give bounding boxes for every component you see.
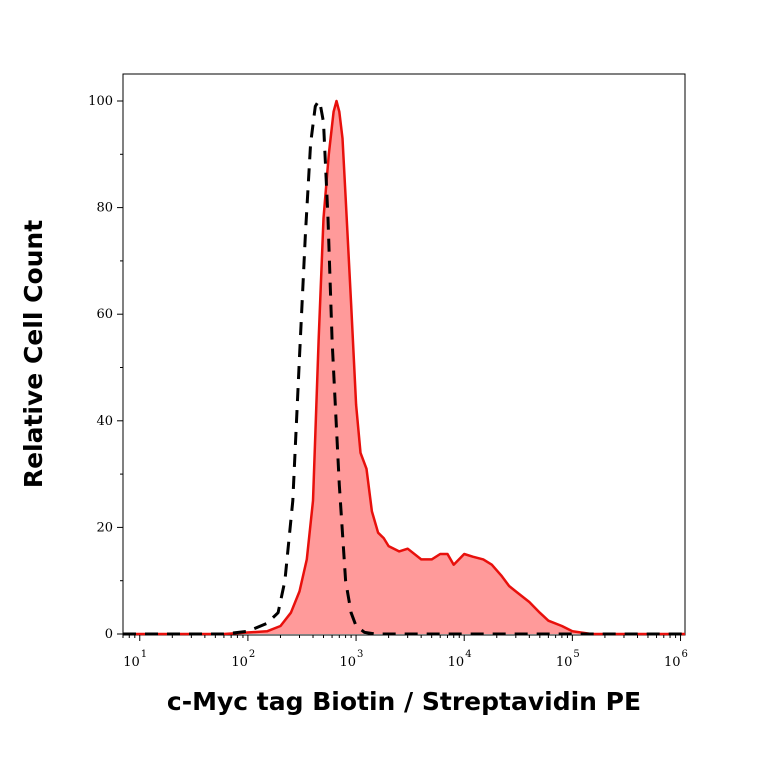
series-0-area [123,101,685,634]
x-axis-title: c-Myc tag Biotin / Streptavidin PE [167,687,641,716]
x-tick-label: 10 [231,655,248,670]
plot-frame [122,73,686,636]
y-axis: 0 20 40 60 80 100 [88,94,123,642]
x-tick-label: 10 [556,655,573,670]
x-tick-label: 10 [340,655,357,670]
y-tick-label: 80 [96,201,113,216]
y-tick-label: 40 [96,414,113,429]
series-1-dashed-line [123,99,685,636]
y-tick-label: 100 [88,94,113,109]
y-tick-label: 60 [96,307,113,322]
x-tick-exponent: 4 [465,649,471,660]
x-tick-exponent: 1 [141,649,147,660]
x-tick-label: 10 [448,655,465,670]
x-tick-exponent: 2 [249,649,255,660]
series-layer [123,99,685,636]
y-tick-label: 20 [96,520,113,535]
x-tick-exponent: 3 [357,649,363,660]
x-tick-exponent: 5 [573,649,579,660]
x-tick-exponent: 6 [682,649,688,660]
x-tick-label: 10 [664,655,681,670]
series-0-line [123,99,685,636]
y-axis-title: Relative Cell Count [19,220,48,488]
y-tick-label: 0 [105,627,113,642]
x-tick-label: 10 [123,655,140,670]
